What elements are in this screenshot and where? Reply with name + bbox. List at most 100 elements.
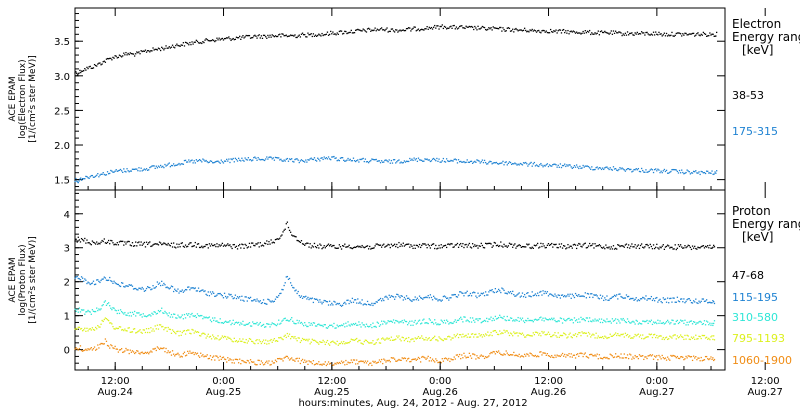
electron-series-175-315-point	[412, 159, 414, 162]
proton-series-1060-1900-point	[597, 358, 599, 360]
proton-series-795-1193-point	[572, 334, 575, 336]
proton-series-310-580-point	[336, 324, 338, 326]
electron-series-38-53-point	[273, 35, 276, 38]
proton-series-1060-1900-point	[131, 350, 134, 352]
proton-series-310-580-point	[580, 316, 582, 319]
proton-series-310-580-point	[97, 309, 99, 312]
proton-series-115-195-point	[101, 278, 103, 280]
proton-series-795-1193-point	[646, 336, 648, 338]
electron-series-175-315-point	[295, 158, 297, 160]
electron-series-175-315-point	[215, 160, 217, 163]
electron-series-38-53-point	[315, 35, 318, 37]
proton-series-115-195-point	[109, 276, 111, 279]
proton-series-1060-1900-point	[538, 355, 540, 358]
proton-series-115-195-point	[415, 298, 417, 301]
proton-series-795-1193-point	[261, 341, 264, 343]
proton-series-1060-1900-point	[710, 356, 712, 358]
electron-series-175-315-point	[162, 165, 164, 168]
proton-series-310-580-point	[362, 324, 364, 326]
proton-series-47-68-point	[514, 243, 516, 245]
proton-series-47-68-point	[598, 244, 601, 246]
proton-series-47-68-point	[696, 248, 698, 250]
electron-series-38-53-point	[441, 24, 443, 26]
electron-series-175-315-point	[712, 173, 714, 176]
proton-series-115-195-point	[451, 294, 453, 296]
electron-series-38-53-point	[560, 32, 563, 34]
electron-series-38-53-point	[306, 36, 308, 38]
proton-series-115-195-point	[255, 300, 257, 302]
proton-series-1060-1900-point	[665, 359, 668, 361]
proton-series-47-68-point	[306, 242, 308, 244]
proton-series-310-580-point	[475, 318, 477, 320]
proton-series-47-68-point	[292, 235, 294, 237]
proton-series-310-580-point	[460, 316, 462, 318]
proton-series-47-68-point	[97, 243, 99, 245]
electron-series-175-315-point	[548, 164, 551, 166]
electron-series-175-315-point	[285, 158, 287, 160]
proton-series-115-195-point	[127, 285, 129, 288]
proton-series-47-68-point	[426, 247, 428, 249]
proton-series-1060-1900-point	[400, 359, 402, 362]
proton-ytick-label: 1	[64, 312, 70, 323]
proton-series-115-195-point	[206, 294, 208, 297]
proton-series-310-580-point	[393, 322, 396, 324]
proton-series-47-68-point	[607, 247, 609, 249]
electron-series-175-315-point	[182, 163, 185, 165]
proton-series-1060-1900-point	[517, 355, 519, 357]
proton-series-795-1193-point	[658, 335, 660, 337]
proton-series-115-195-point	[167, 287, 169, 289]
proton-series-1060-1900-point	[634, 354, 636, 357]
proton-series-795-1193-point	[492, 330, 494, 332]
electron-series-38-53-point	[501, 30, 503, 32]
proton-series-1060-1900-point	[699, 360, 701, 362]
proton-series-310-580-point	[427, 322, 429, 325]
electron-series-175-315-point	[249, 158, 252, 161]
proton-series-795-1193-point	[139, 329, 141, 331]
proton-series-115-195-point	[352, 301, 355, 303]
proton-series-310-580-point	[599, 321, 602, 324]
proton-series-115-195-point	[585, 297, 588, 299]
electron-series-175-315-point	[445, 158, 448, 160]
proton-series-310-580-point	[552, 318, 554, 321]
proton-series-310-580-point	[170, 313, 173, 316]
proton-series-115-195-point	[541, 294, 543, 296]
proton-series-795-1193-point	[176, 330, 178, 333]
electron-series-38-53-point	[688, 33, 690, 35]
proton-series-47-68-point	[578, 242, 580, 245]
proton-series-115-195-point	[178, 292, 180, 294]
proton-series-310-580-point	[352, 323, 355, 325]
proton-series-1060-1900-point	[619, 357, 621, 359]
proton-series-47-68-point	[231, 247, 233, 250]
proton-series-1060-1900-point	[125, 347, 127, 350]
proton-series-47-68-point	[361, 244, 363, 247]
proton-series-795-1193-point	[214, 338, 216, 340]
proton-series-1060-1900-point	[536, 355, 539, 357]
proton-series-47-68-point	[547, 242, 550, 245]
proton-series-47-68-point	[488, 242, 490, 245]
proton-series-47-68-point	[474, 244, 476, 246]
proton-series-310-580-point	[169, 316, 172, 318]
proton-series-310-580-point	[447, 320, 449, 323]
proton-series-47-68-point	[546, 244, 549, 246]
proton-series-795-1193-point	[554, 332, 556, 334]
proton-series-115-195-point	[389, 296, 391, 298]
proton-series-47-68-point	[219, 245, 221, 247]
proton-series-795-1193-point	[530, 335, 532, 337]
electron-series-175-315-point	[126, 168, 128, 170]
proton-series-115-195-point	[197, 287, 200, 289]
electron-series-175-315-point	[133, 168, 136, 171]
proton-series-1060-1900-point	[409, 361, 411, 363]
proton-series-1060-1900-point	[592, 355, 594, 357]
electron-series-175-315-point	[131, 168, 134, 170]
proton-series-310-580-point	[353, 323, 356, 326]
proton-series-47-68-point	[88, 242, 90, 244]
proton-series-47-68-point	[438, 244, 440, 247]
proton-series-47-68-point	[648, 247, 650, 249]
proton-series-310-580-point	[582, 317, 584, 320]
proton-series-47-68-point	[254, 245, 256, 247]
proton-series-1060-1900-point	[310, 361, 312, 363]
proton-series-1060-1900-point	[383, 358, 385, 360]
proton-series-795-1193-point	[410, 339, 412, 341]
proton-series-310-580-point	[493, 319, 495, 321]
electron-series-38-53-point	[337, 33, 339, 35]
